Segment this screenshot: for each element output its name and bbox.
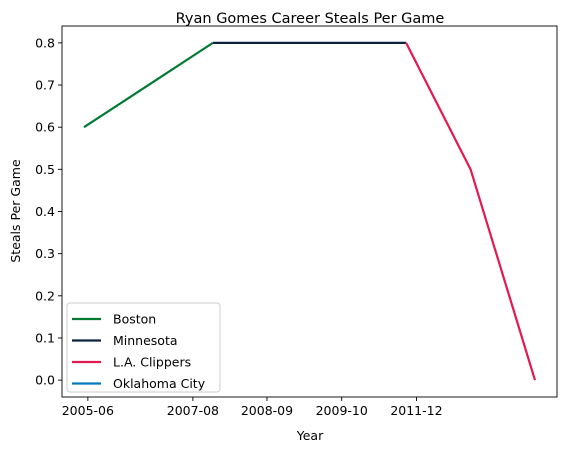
x-tick-label: 2009-10: [316, 403, 368, 418]
x-tick-label: 2008-09: [241, 403, 293, 418]
legend-label: Boston: [113, 312, 156, 327]
x-axis: 2005-06 2007-08 2008-09 2009-10 2011-12: [62, 397, 443, 418]
chart-title: Ryan Gomes Career Steals Per Game: [176, 11, 445, 27]
y-tick-label: 0.4: [35, 204, 55, 219]
y-tick-label: 0.1: [35, 330, 55, 345]
legend-label: Minnesota: [113, 333, 178, 348]
series-lines: [83, 41, 537, 381]
legend-label: Oklahoma City: [113, 376, 206, 391]
y-tick-label: 0.2: [35, 288, 55, 303]
y-axis-title: Steals Per Game: [8, 159, 23, 263]
series-line-boston: [83, 41, 214, 129]
x-tick-label: 2007-08: [167, 403, 219, 418]
series-line-l-a-clippers: [405, 42, 537, 381]
y-tick-label: 0.7: [35, 78, 55, 93]
y-tick-label: 0.6: [35, 120, 55, 135]
legend-label: L.A. Clippers: [113, 355, 191, 370]
y-tick-label: 0.5: [35, 162, 55, 177]
y-axis: 0.0 0.1 0.2 0.3 0.4 0.5 0.6 0.7 0.8: [35, 35, 62, 388]
x-axis-title: Year: [296, 428, 324, 443]
legend: Boston Minnesota L.A. Clippers Oklahoma Cit…: [66, 302, 221, 393]
x-tick-label: 2011-12: [390, 403, 442, 418]
y-tick-label: 0.3: [35, 246, 55, 261]
y-tick-label: 0.0: [35, 373, 55, 388]
x-tick-label: 2005-06: [62, 403, 114, 418]
y-tick-label: 0.8: [35, 35, 55, 50]
legend-box: [66, 302, 221, 393]
